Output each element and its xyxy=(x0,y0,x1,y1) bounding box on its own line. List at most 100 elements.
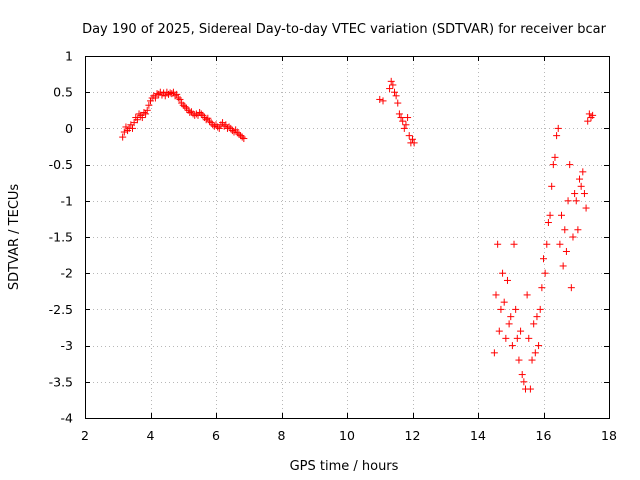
data-point xyxy=(523,291,531,299)
data-point xyxy=(508,342,516,350)
data-point xyxy=(499,269,507,277)
axis-ticks xyxy=(85,56,610,419)
data-point xyxy=(237,132,245,140)
y-tick-label: 1 xyxy=(65,49,73,64)
data-point xyxy=(392,92,400,100)
data-point xyxy=(397,114,405,122)
data-point xyxy=(541,269,549,277)
data-point xyxy=(409,135,416,143)
chart-title: Day 190 of 2025, Sidereal Day-to-day VTE… xyxy=(82,22,606,37)
data-point xyxy=(576,175,584,183)
data-point xyxy=(379,97,387,105)
data-point xyxy=(240,135,248,143)
data-point xyxy=(520,378,528,386)
y-axis-label: SDTVAR / TECUs xyxy=(7,184,22,291)
data-point xyxy=(553,132,561,140)
y-tick-label: -4 xyxy=(61,411,74,426)
data-point xyxy=(389,81,397,89)
data-point xyxy=(556,240,564,248)
data-point xyxy=(540,255,547,263)
data-point xyxy=(145,101,153,109)
data-point xyxy=(579,168,587,176)
data-point xyxy=(160,89,168,97)
data-point xyxy=(233,129,241,137)
data-point xyxy=(566,161,574,169)
data-point xyxy=(495,327,503,335)
x-tick-label: 10 xyxy=(339,428,355,443)
data-point xyxy=(569,233,577,241)
data-point xyxy=(513,334,521,342)
data-point xyxy=(558,211,566,219)
data-point xyxy=(572,197,580,205)
data-point xyxy=(404,114,412,122)
data-point xyxy=(210,122,218,130)
data-point xyxy=(225,123,233,131)
data-point xyxy=(387,77,395,85)
y-tick-label: -3 xyxy=(61,338,73,353)
data-point xyxy=(165,90,173,98)
y-tick-label: 0 xyxy=(65,121,73,136)
data-point xyxy=(533,313,541,321)
data-point xyxy=(174,94,182,102)
x-tick-label: 4 xyxy=(147,428,155,443)
data-point xyxy=(402,121,410,129)
x-tick-label: 2 xyxy=(81,428,89,443)
data-point xyxy=(153,90,161,98)
data-point xyxy=(580,190,588,198)
data-point xyxy=(543,240,551,248)
data-point xyxy=(147,97,154,105)
data-point xyxy=(492,291,500,299)
data-point xyxy=(589,111,597,119)
data-point xyxy=(135,110,143,118)
data-point xyxy=(530,320,538,328)
data-point xyxy=(232,126,240,134)
data-point xyxy=(500,298,508,306)
data-point xyxy=(584,117,592,125)
data-point xyxy=(120,128,128,136)
data-point xyxy=(546,211,554,219)
data-point xyxy=(400,124,408,132)
data-point xyxy=(376,95,384,103)
data-point xyxy=(502,334,510,342)
data-point xyxy=(490,349,498,357)
data-point xyxy=(143,106,151,114)
y-tick-label: -1 xyxy=(61,193,73,208)
data-point xyxy=(515,356,523,364)
x-tick-label: 18 xyxy=(601,428,617,443)
data-point xyxy=(394,99,402,107)
data-point xyxy=(531,349,539,357)
data-point xyxy=(574,226,582,234)
y-tick-label: -2 xyxy=(61,266,73,281)
x-tick-labels: 2 4 6 8 10 12 14 16 18 xyxy=(81,428,617,443)
data-point xyxy=(505,320,513,328)
data-point xyxy=(179,101,187,109)
data-point xyxy=(405,132,413,140)
data-point xyxy=(536,305,544,313)
data-point xyxy=(494,240,502,248)
data-point xyxy=(130,119,138,127)
data-point xyxy=(577,182,585,190)
x-tick-label: 12 xyxy=(405,428,421,443)
y-tick-label: -3.5 xyxy=(49,374,73,389)
data-point xyxy=(525,334,533,342)
data-point xyxy=(518,371,526,379)
y-tick-labels: 1 0.5 0 -0.5 -1 -1.5 -2 -2.5 -3 -3.5 -4 xyxy=(49,49,73,426)
data-point xyxy=(238,133,246,141)
x-tick-label: 8 xyxy=(278,428,286,443)
y-tick-label: -1.5 xyxy=(49,230,73,245)
data-point xyxy=(526,385,534,393)
data-point xyxy=(142,110,150,118)
data-point xyxy=(549,161,557,169)
data-point xyxy=(564,197,572,205)
data-point xyxy=(122,123,130,131)
data-point xyxy=(138,114,146,122)
data-point xyxy=(554,124,562,132)
data-point xyxy=(544,219,552,227)
data-point xyxy=(562,247,570,255)
data-point xyxy=(548,182,556,190)
data-point xyxy=(156,88,164,96)
y-tick-label: 0.5 xyxy=(53,85,73,100)
data-point xyxy=(567,284,575,292)
data-point xyxy=(510,240,518,248)
data-point xyxy=(395,110,403,118)
